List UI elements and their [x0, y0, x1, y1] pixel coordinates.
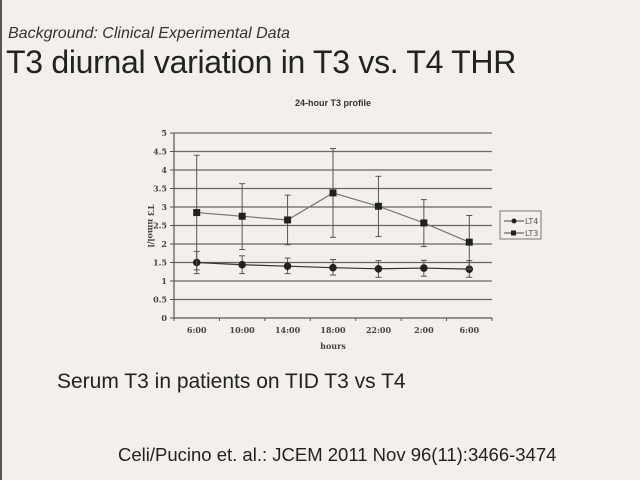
- marker-square: [238, 212, 246, 220]
- legend-label-lt3: LT3: [525, 229, 538, 238]
- y-tick-label: 1: [161, 276, 167, 286]
- marker-diamond: [420, 264, 428, 272]
- marker-square: [420, 219, 428, 227]
- y-tick-label: 3: [161, 202, 167, 212]
- x-tick-label: 14:00: [275, 325, 301, 335]
- x-tick-label: 2:00: [414, 325, 434, 335]
- y-tick-label: 2.5: [153, 221, 167, 231]
- marker-square: [193, 209, 201, 217]
- marker-square: [329, 189, 337, 197]
- citation: Celi/Pucino et. al.: JCEM 2011 Nov 96(11…: [118, 444, 557, 465]
- y-tick-label: 5: [161, 128, 167, 138]
- marker-diamond: [283, 262, 292, 271]
- y-tick-label: 3.5: [153, 184, 167, 194]
- y-tick-label: 4: [161, 165, 167, 175]
- marker-square: [284, 216, 292, 224]
- x-tick-label: 6:00: [459, 325, 479, 335]
- slide-left-border: [0, 0, 2, 480]
- x-tick-label: 18:00: [320, 325, 346, 335]
- y-tick-label: 2: [161, 239, 167, 249]
- y-tick-label: 0.5: [153, 295, 167, 305]
- y-axis-label: T3 nmol/l: [146, 205, 156, 248]
- marker-square: [374, 202, 382, 210]
- y-tick-label: 1.5: [153, 258, 167, 268]
- slide-caption: Serum T3 in patients on TID T3 vs T4: [57, 370, 406, 393]
- legend-marker-square: [511, 230, 516, 236]
- marker-diamond: [238, 260, 246, 269]
- marker-diamond: [374, 264, 383, 273]
- x-tick-label: 6:00: [187, 325, 207, 335]
- x-axis-label: hours: [320, 341, 346, 351]
- legend-box: [499, 210, 542, 240]
- y-tick-label: 0: [161, 313, 167, 323]
- x-tick-label: 22:00: [366, 325, 392, 335]
- chart-title: 24-hour T3 profile: [295, 98, 371, 108]
- legend-marker-diamond: [511, 218, 517, 224]
- x-tick-label: 10:00: [230, 325, 256, 335]
- marker-diamond: [329, 263, 337, 272]
- legend-label-lt4: LT4: [525, 217, 538, 226]
- slide-title: T3 diurnal variation in T3 vs. T4 THR: [6, 44, 517, 80]
- slide-subtitle: Background: Clinical Experimental Data: [8, 25, 290, 42]
- marker-square: [465, 238, 473, 246]
- y-tick-label: 4.5: [153, 147, 167, 157]
